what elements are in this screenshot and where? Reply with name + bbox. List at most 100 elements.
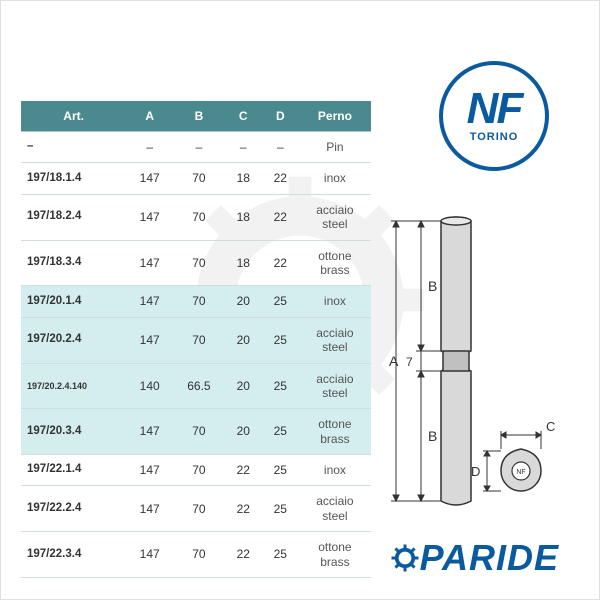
col-c: C [225, 101, 262, 132]
table-cell: 22 [225, 486, 262, 532]
table-cell: 25 [262, 532, 299, 578]
table-cell: 147 [126, 532, 173, 578]
table-row: 197/18.3.4147701822ottonebrass [21, 240, 371, 286]
table-cell: 25 [262, 455, 299, 486]
table-cell: 25 [262, 486, 299, 532]
table-cell: inox [299, 286, 371, 317]
col-d: D [262, 101, 299, 132]
table-cell: – [262, 132, 299, 163]
table-cell: 22 [225, 532, 262, 578]
table-cell: 197/18.2.4 [21, 194, 126, 240]
table-cell: inox [299, 163, 371, 194]
table-cell: – [225, 132, 262, 163]
col-a: A [126, 101, 173, 132]
table-cell: 25 [262, 286, 299, 317]
table-cell: 147 [126, 455, 173, 486]
table-cell: – [126, 132, 173, 163]
brand-text: PARIDE [420, 537, 559, 578]
table-cell: 22 [262, 163, 299, 194]
table-cell: 197/20.1.4 [21, 286, 126, 317]
table-cell: 70 [173, 455, 225, 486]
table-header-row: Art. A B C D Perno [21, 101, 371, 132]
table-cell: 20 [225, 286, 262, 317]
dim-label-a: A [389, 353, 399, 369]
table-cell: 197/20.2.4 [21, 317, 126, 363]
col-b: B [173, 101, 225, 132]
table-cell: 20 [225, 363, 262, 409]
table-cell: 147 [126, 486, 173, 532]
table-cell: 147 [126, 409, 173, 455]
spec-table-container: Art. A B C D Perno –––––Pin197/18.1.4147… [21, 101, 371, 578]
table-row: 197/20.2.4.14014066.52025acciaiosteel [21, 363, 371, 409]
table-cell: ottonebrass [299, 532, 371, 578]
table-row: 197/22.1.4147702225inox [21, 455, 371, 486]
table-cell: 197/20.2.4.140 [21, 363, 126, 409]
table-cell: acciaiosteel [299, 194, 371, 240]
table-cell: acciaiosteel [299, 486, 371, 532]
dim-label-b-lower: B [428, 428, 437, 444]
table-cell: 70 [173, 286, 225, 317]
table-cell: 197/22.1.4 [21, 455, 126, 486]
logo-main-text: NF [467, 89, 522, 129]
table-cell: 25 [262, 363, 299, 409]
table-cell: – [173, 132, 225, 163]
table-cell: acciaiosteel [299, 363, 371, 409]
table-row: 197/20.2.4147702025acciaiosteel [21, 317, 371, 363]
table-cell: 147 [126, 286, 173, 317]
table-row: 197/18.2.4147701822acciaiosteel [21, 194, 371, 240]
nf-logo: NF TORINO [439, 61, 549, 171]
table-cell: 70 [173, 240, 225, 286]
gear-icon [390, 543, 420, 573]
table-cell: 18 [225, 194, 262, 240]
table-cell: ottonebrass [299, 240, 371, 286]
table-row: 197/18.1.4147701822inox [21, 163, 371, 194]
table-cell: 197/18.3.4 [21, 240, 126, 286]
table-cell: 70 [173, 486, 225, 532]
table-cell: 70 [173, 317, 225, 363]
table-cell: 197/20.3.4 [21, 409, 126, 455]
col-perno: Perno [299, 101, 371, 132]
spec-table: Art. A B C D Perno –––––Pin197/18.1.4147… [21, 101, 371, 578]
table-cell: 25 [262, 317, 299, 363]
dim-label-c: C [546, 419, 555, 434]
table-cell: 20 [225, 317, 262, 363]
table-row: –––––Pin [21, 132, 371, 163]
table-cell: 147 [126, 163, 173, 194]
table-cell: 18 [225, 240, 262, 286]
dim-label-seven: 7 [406, 355, 413, 369]
table-cell: 18 [225, 163, 262, 194]
table-cell: 66.5 [173, 363, 225, 409]
table-cell: inox [299, 455, 371, 486]
table-cell: 22 [262, 194, 299, 240]
table-cell: 70 [173, 409, 225, 455]
table-cell: acciaiosteel [299, 317, 371, 363]
table-cell: 197/22.2.4 [21, 486, 126, 532]
table-cell: 25 [262, 409, 299, 455]
table-cell: 70 [173, 163, 225, 194]
table-cell: ottonebrass [299, 409, 371, 455]
table-row: 197/22.2.4147702225acciaiosteel [21, 486, 371, 532]
table-row: 197/20.3.4147702025ottonebrass [21, 409, 371, 455]
logo-sub-text: TORINO [470, 131, 519, 143]
table-cell: 140 [126, 363, 173, 409]
dim-label-b-upper: B [428, 278, 437, 294]
table-cell: 197/18.1.4 [21, 163, 126, 194]
table-cell: 147 [126, 240, 173, 286]
col-art: Art. [21, 101, 126, 132]
table-row: 197/20.1.4147702025inox [21, 286, 371, 317]
table-cell: 22 [262, 240, 299, 286]
table-row: 197/22.3.4147702225ottonebrass [21, 532, 371, 578]
table-cell: 70 [173, 194, 225, 240]
dim-label-d: D [471, 464, 480, 479]
table-cell: 147 [126, 317, 173, 363]
table-cell: 22 [225, 455, 262, 486]
table-cell: – [21, 132, 126, 163]
table-cell: 20 [225, 409, 262, 455]
table-cell: Pin [299, 132, 371, 163]
table-cell: 197/22.3.4 [21, 532, 126, 578]
table-cell: 147 [126, 194, 173, 240]
hinge-diagram: A B B 7 NF C D [381, 211, 581, 541]
brand-paride: PARIDE [390, 537, 559, 579]
svg-text:NF: NF [516, 469, 525, 476]
table-cell: 70 [173, 532, 225, 578]
